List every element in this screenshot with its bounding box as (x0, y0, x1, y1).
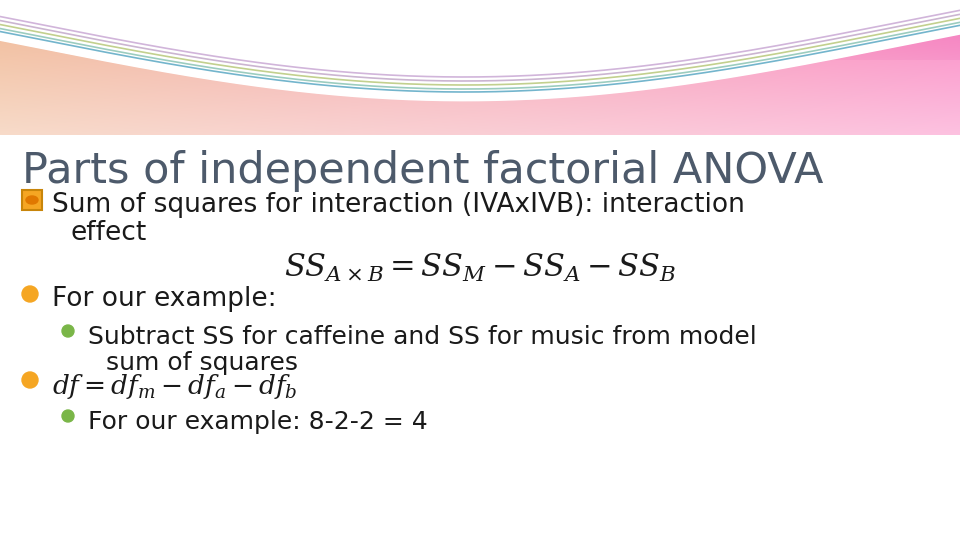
Text: $SS_{A\times B} = SS_M - SS_A - SS_B$: $SS_{A\times B} = SS_M - SS_A - SS_B$ (284, 252, 676, 284)
Text: Parts of independent factorial ANOVA: Parts of independent factorial ANOVA (22, 150, 824, 192)
Text: Sum of squares for interaction (IVAxIVB): interaction: Sum of squares for interaction (IVAxIVB)… (52, 192, 745, 218)
Circle shape (62, 410, 74, 422)
Text: Subtract SS for caffeine and SS for music from model: Subtract SS for caffeine and SS for musi… (88, 325, 756, 349)
Circle shape (22, 372, 38, 388)
Text: $df = df_m - df_a - df_b$: $df = df_m - df_a - df_b$ (52, 372, 298, 401)
Circle shape (22, 286, 38, 302)
Text: For our example: 8-2-2 = 4: For our example: 8-2-2 = 4 (88, 410, 428, 434)
FancyBboxPatch shape (22, 190, 42, 210)
Text: effect: effect (70, 220, 146, 246)
Ellipse shape (26, 196, 38, 204)
Text: For our example:: For our example: (52, 286, 276, 312)
Text: sum of squares: sum of squares (106, 351, 298, 375)
Circle shape (62, 325, 74, 337)
